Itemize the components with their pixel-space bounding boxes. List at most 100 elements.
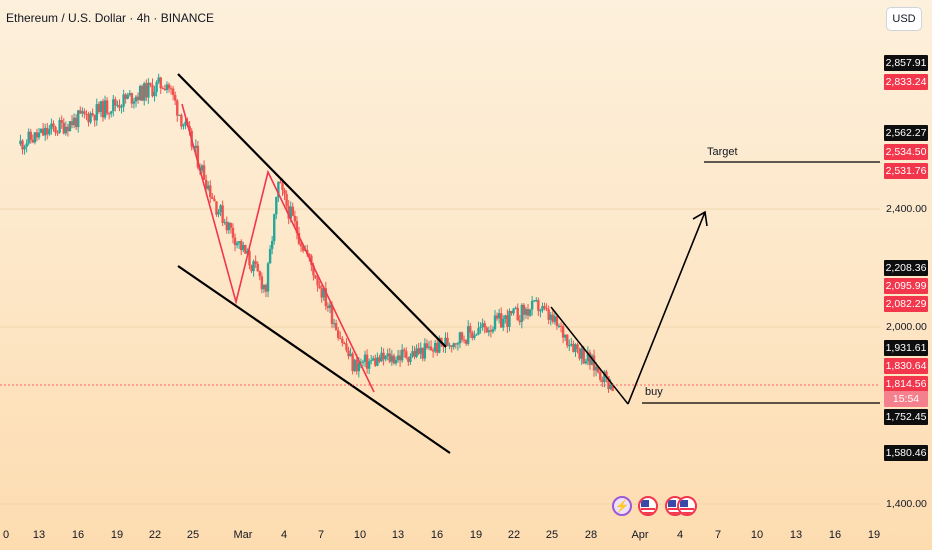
candle-body [549,314,552,320]
projection-arrow[interactable] [627,211,706,405]
candle-body [308,253,311,256]
candle-body [227,222,231,231]
candle-body [374,358,377,366]
candle-body [419,347,422,354]
grid-lines [0,208,880,505]
us-flag-icon[interactable] [638,496,658,516]
candle-body [429,346,433,351]
price-tag: 2,857.91 [884,55,928,71]
candle-body [607,376,610,390]
candle-body [336,330,340,338]
candle-body [289,206,292,219]
candle-body [339,337,342,339]
candle-body [380,352,383,362]
candle-body [332,323,336,325]
candle-body [145,83,148,98]
candle-body [120,106,123,108]
price-tag: 2,095.99 [884,278,928,294]
target-label: Target [707,146,738,158]
candle-body [196,145,200,168]
lower-trendline[interactable] [177,265,451,454]
zigzag-pattern[interactable] [181,103,375,393]
candle-body [394,359,398,364]
candle-body [85,113,88,115]
candle-body [268,248,272,264]
candle-body [493,315,497,330]
candle-body [365,354,369,369]
upper-trendline[interactable] [177,73,447,348]
candle-body [62,122,65,134]
candle-body [87,114,90,123]
candle-body [180,114,183,127]
candle-body [173,95,177,101]
price-tick-label: 1,400.00 [886,498,927,510]
candle-body [72,117,76,126]
time-tick-label: 10 [750,529,764,541]
candle-body [314,275,317,279]
price-tag: 1,830.64 [884,358,928,374]
candle-body [516,307,519,321]
candle-body [351,353,354,372]
candle-body [557,325,561,327]
candle-body [454,343,458,345]
candle-body [260,276,264,290]
candle-body [436,342,439,353]
candle-body [543,306,546,309]
candle-body [438,337,441,353]
candle-body [37,132,41,138]
candle-body [318,285,321,289]
candle-body [588,352,592,365]
candle-body [50,123,53,130]
recent-decline-line[interactable] [550,306,629,405]
candle-body [138,85,142,100]
candle-body [112,99,115,112]
time-tick-label: 19 [110,529,124,541]
candle-body [221,205,224,223]
candle-body [411,351,414,357]
candle-body [388,353,391,362]
candle-body [60,120,63,123]
candle-body [194,145,198,149]
candle-body [522,304,526,315]
candle-body [580,348,583,359]
candle-body [270,240,274,249]
candle-body [81,111,84,114]
lightning-icon[interactable]: ⚡ [612,496,632,516]
currency-button[interactable]: USD [886,7,922,31]
candle-body [405,351,408,358]
candle-body [372,358,375,361]
price-tag: 2,208.36 [884,260,928,276]
candle-body [409,356,412,362]
candle-body [155,82,158,92]
candle-body [594,366,598,371]
time-tick-label: 10 [353,529,367,541]
candle-body [469,326,472,333]
candle-body [77,110,80,128]
candle-body [231,227,235,238]
candle-body [240,241,243,251]
candle-body [446,337,449,346]
time-tick-label: Apr [631,529,649,541]
candle-body [421,347,424,359]
candle-body [256,263,259,272]
candle-body [471,332,474,339]
candle-body [349,353,352,357]
time-tick-label: 7 [714,529,722,541]
candle-body [297,232,301,244]
candle-body [176,100,179,116]
candle-body [101,101,105,118]
candle-body [390,355,394,362]
candle-body [456,343,460,345]
candle-body [273,214,276,241]
candle-body [415,348,418,357]
candle-body [118,104,121,108]
candle-body [384,356,387,360]
us-flag-icon[interactable] [677,496,697,516]
candle-body [367,361,371,369]
candle-body [584,361,587,364]
candle-body [328,304,332,308]
candle-body [252,261,255,272]
candle-body [596,366,600,373]
candle-body [576,344,579,349]
